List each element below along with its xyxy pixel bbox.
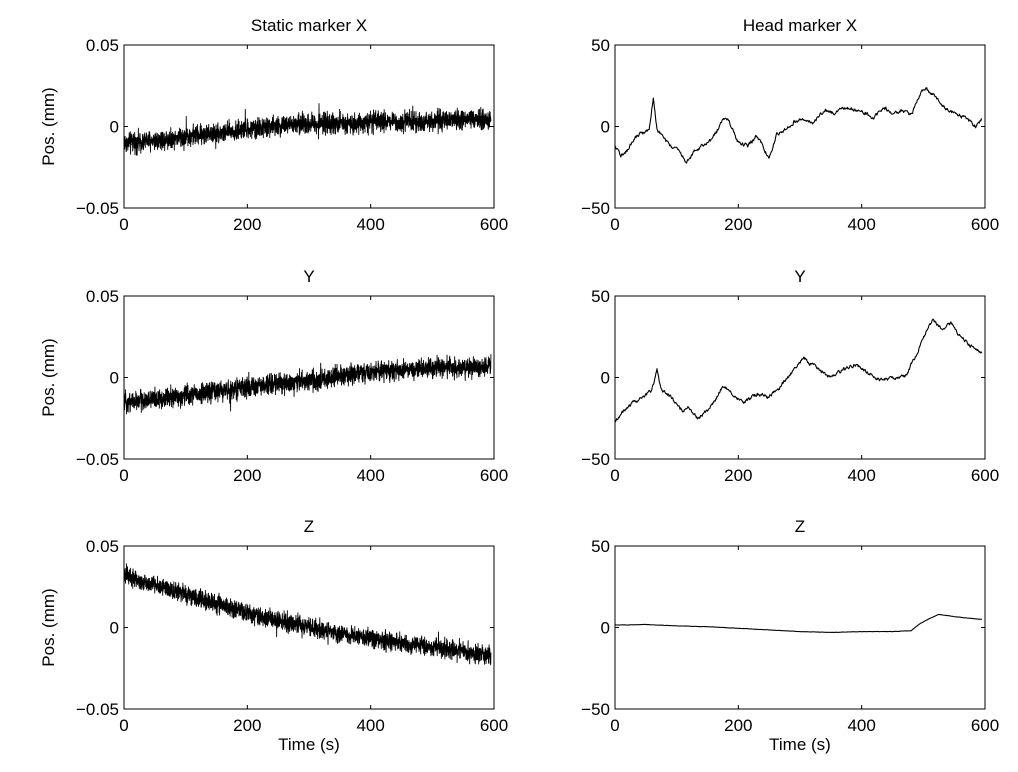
x-tick-label: 0 xyxy=(119,466,128,485)
subplot-title: Y xyxy=(303,267,314,286)
y-tick-label: 50 xyxy=(591,36,610,55)
y-tick-label: −0.05 xyxy=(76,199,119,218)
x-tick-label: 0 xyxy=(119,716,128,735)
series-line xyxy=(615,318,983,423)
y-tick-label: 0 xyxy=(110,619,119,638)
x-tick-label: 200 xyxy=(724,716,752,735)
x-tick-label: 600 xyxy=(480,716,508,735)
y-axis-label: Pos. (mm) xyxy=(39,338,58,416)
y-tick-label: −50 xyxy=(581,199,610,218)
series-line xyxy=(124,354,492,415)
x-tick-label: 200 xyxy=(233,466,261,485)
x-tick-label: 400 xyxy=(847,466,875,485)
y-tick-label: 0 xyxy=(110,369,119,388)
axes-box xyxy=(614,545,986,710)
y-tick-label: 0.05 xyxy=(86,36,119,55)
x-tick-label: 200 xyxy=(233,716,261,735)
x-tick-label: 600 xyxy=(480,466,508,485)
x-tick-label: 400 xyxy=(847,716,875,735)
x-tick-label: 0 xyxy=(610,215,619,234)
subplot-title: Z xyxy=(795,517,805,536)
y-tick-label: 0 xyxy=(601,619,610,638)
y-tick-label: 0 xyxy=(601,369,610,388)
x-axis-label: Time (s) xyxy=(278,735,340,754)
series-line xyxy=(124,563,492,666)
y-axis-label: Pos. (mm) xyxy=(39,588,58,666)
axes-box xyxy=(614,44,986,209)
subplot-title: Head marker X xyxy=(743,16,857,35)
axes-box xyxy=(614,295,986,460)
x-axis-label: Time (s) xyxy=(769,735,831,754)
x-tick-label: 200 xyxy=(724,466,752,485)
x-tick-label: 400 xyxy=(356,215,384,234)
x-tick-label: 600 xyxy=(480,215,508,234)
y-tick-label: 0 xyxy=(110,118,119,137)
y-tick-label: −0.05 xyxy=(76,450,119,469)
series-line xyxy=(615,613,982,633)
y-tick-label: −50 xyxy=(581,450,610,469)
x-tick-label: 600 xyxy=(971,215,999,234)
series-line xyxy=(124,103,492,156)
subplot-title: Z xyxy=(304,517,314,536)
y-tick-label: 0.05 xyxy=(86,537,119,556)
y-tick-label: 0.05 xyxy=(86,287,119,306)
y-tick-label: 0 xyxy=(601,118,610,137)
y-tick-label: −0.05 xyxy=(76,700,119,719)
y-tick-label: 50 xyxy=(591,287,610,306)
y-axis-label: Pos. (mm) xyxy=(39,87,58,165)
x-tick-label: 200 xyxy=(233,215,261,234)
x-tick-label: 0 xyxy=(119,215,128,234)
x-tick-label: 0 xyxy=(610,716,619,735)
x-tick-label: 400 xyxy=(356,466,384,485)
x-tick-label: 200 xyxy=(724,215,752,234)
y-tick-label: −50 xyxy=(581,700,610,719)
x-tick-label: 400 xyxy=(356,716,384,735)
series-line xyxy=(615,87,983,164)
subplot-title: Static marker X xyxy=(251,16,367,35)
y-tick-label: 50 xyxy=(591,537,610,556)
x-tick-label: 400 xyxy=(847,215,875,234)
x-tick-label: 600 xyxy=(971,716,999,735)
x-tick-label: 600 xyxy=(971,466,999,485)
subplot-title: Y xyxy=(794,267,805,286)
x-tick-label: 0 xyxy=(610,466,619,485)
